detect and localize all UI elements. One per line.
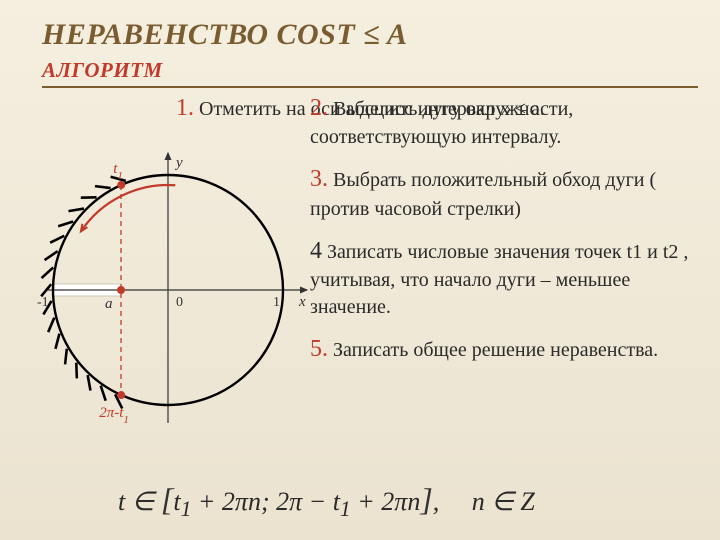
title: НЕРАВЕНСТВО COST ≤ A bbox=[42, 18, 408, 52]
step-2: 2. Выделить дугу окружности, соответству… bbox=[310, 92, 698, 151]
diagram-svg: yx01-1at12π-t1 bbox=[18, 120, 318, 460]
title-rule bbox=[42, 86, 698, 88]
step-2-text: Выделить дугу окружности, соответствующу… bbox=[310, 98, 573, 148]
svg-text:0: 0 bbox=[176, 295, 183, 310]
unit-circle-diagram: yx01-1at12π-t1 bbox=[18, 120, 318, 460]
formula-asub: 1 bbox=[181, 497, 192, 521]
svg-text:a: a bbox=[105, 296, 113, 312]
formula-a: t bbox=[173, 487, 180, 516]
step-4-text: Записать числовые значения точек t1 и t2… bbox=[310, 241, 688, 318]
subtitle: АЛГОРИТМ bbox=[42, 58, 163, 83]
formula-comma: , bbox=[433, 487, 440, 516]
formula-nin: n ∈ Z bbox=[472, 487, 535, 516]
formula-bp: + 2πn bbox=[351, 487, 421, 516]
steps-block: 2. Выделить дугу окружности, соответству… bbox=[310, 92, 698, 378]
formula-bsub: 1 bbox=[340, 497, 351, 521]
step-3-text: Выбрать положительный обход дуги ( проти… bbox=[310, 169, 656, 219]
step-5: 5. Записать общее решение неравенства. bbox=[310, 333, 698, 365]
solution-formula: t ∈ [t1 + 2πn; 2π − t1 + 2πn], n ∈ Z bbox=[118, 481, 535, 522]
step-5-text: Записать общее решение неравенства. bbox=[328, 339, 658, 361]
step-2-num: 2. bbox=[310, 95, 328, 121]
step-4: 4 Записать числовые значения точек t1 и … bbox=[310, 235, 698, 321]
step-1-num: 1. bbox=[176, 95, 194, 121]
svg-text:-1: -1 bbox=[37, 295, 49, 310]
svg-text:x: x bbox=[298, 294, 306, 310]
formula-ap: + 2πn; 2π − t bbox=[191, 487, 340, 516]
step-3: 3. Выбрать положительный обход дуги ( пр… bbox=[310, 163, 698, 222]
svg-text:2π-t1: 2π-t1 bbox=[99, 405, 129, 426]
formula-lhs: t ∈ bbox=[118, 487, 154, 516]
formula-lbracket: [ bbox=[161, 481, 173, 517]
svg-text:y: y bbox=[174, 155, 183, 171]
svg-text:1: 1 bbox=[273, 295, 280, 310]
formula-rbracket: ] bbox=[420, 481, 432, 517]
